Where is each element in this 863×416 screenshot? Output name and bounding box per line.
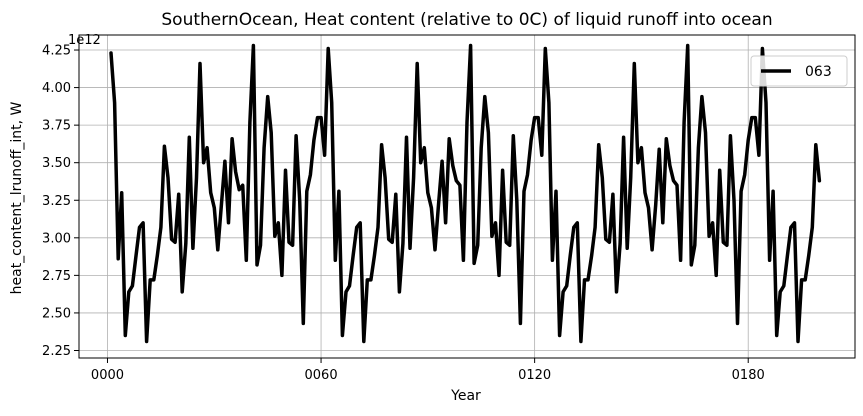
x-axis-label: Year	[450, 388, 481, 404]
legend-label: 063	[805, 64, 832, 80]
legend-box	[750, 55, 848, 87]
y-tick-label: 2.50	[42, 306, 71, 321]
y-tick-label: 3.25	[42, 194, 71, 209]
y-axis-multiplier-label: 1e12	[68, 33, 101, 48]
y-axis-label: heat_content_lrunoff_int, W	[9, 101, 25, 294]
y-tick-label: 3.50	[42, 156, 71, 171]
y-tick-label: 2.25	[42, 344, 71, 359]
x-tick-label: 0000	[91, 368, 124, 383]
series-layer	[109, 43, 822, 344]
y-tick-label: 3.00	[42, 231, 71, 246]
legend: 063	[750, 55, 848, 87]
y-tick-label: 4.00	[42, 81, 71, 96]
series-line-063	[109, 43, 822, 344]
y-tick-label: 4.25	[42, 44, 71, 59]
y-tick-label: 2.75	[42, 269, 71, 284]
x-tick-label: 0180	[732, 368, 765, 383]
x-tick-label: 0120	[518, 368, 551, 383]
x-axis: 0000 0060 0120 0180	[91, 358, 765, 383]
chart-title: SouthernOcean, Heat content (relative to…	[161, 10, 772, 30]
plot-frame	[78, 34, 856, 359]
y-axis: 2.25 2.50 2.75 3.00 3.25 3.50 3.75 4.00 4.25	[42, 44, 79, 359]
x-tick-label: 0060	[305, 368, 338, 383]
y-tick-label: 3.75	[42, 119, 71, 134]
